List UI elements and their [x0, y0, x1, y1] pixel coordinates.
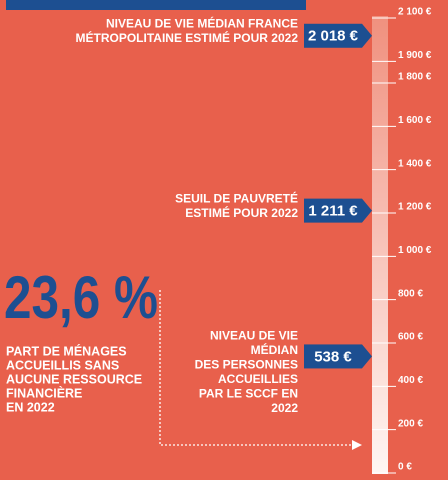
marker-arrow — [362, 344, 372, 369]
y-tick-label: 1 600 € — [398, 115, 432, 126]
scale-bar — [372, 16, 388, 474]
highlight-caption: AUCUNE RESSOURCE — [6, 372, 142, 386]
marker-arrow — [362, 198, 372, 223]
y-tick-label: 600 € — [398, 332, 423, 343]
value-label: 1 211 € — [308, 203, 358, 220]
annotation: MÉDIAN — [251, 342, 298, 357]
value-marker — [304, 198, 362, 223]
y-tick-label: 400 € — [398, 375, 423, 386]
annotation: SEUIL DE PAUVRETÉ — [175, 191, 298, 206]
y-tick-label: 1 200 € — [398, 202, 432, 213]
y-tick-label: 0 € — [398, 462, 412, 473]
y-tick-label: 2 100 € — [398, 7, 432, 18]
header-banner — [6, 0, 306, 10]
marker-arrow — [362, 23, 372, 48]
value-label: 538 € — [314, 348, 352, 365]
value-label: 2 018 € — [308, 28, 359, 45]
annotation: DES PERSONNES — [195, 358, 298, 372]
y-tick-label: 1 800 € — [398, 72, 432, 83]
y-tick-label: 1 400 € — [398, 158, 432, 169]
annotation: 2022 — [271, 401, 298, 415]
annotation: MÉTROPOLITAINE ESTIMÉ POUR 2022 — [76, 30, 299, 45]
highlight-caption: FINANCIÈRE — [6, 385, 82, 400]
y-tick-label: 200 € — [398, 418, 423, 429]
annotation: NIVEAU DE VIE — [210, 329, 298, 343]
connector-arrow — [352, 440, 362, 450]
value-marker — [304, 23, 362, 48]
highlight-caption: EN 2022 — [6, 400, 55, 414]
annotation: PAR LE SCCF EN — [199, 387, 298, 401]
y-tick-label: 1 900 € — [398, 50, 432, 61]
annotation: ACCUEILLIES — [218, 372, 298, 386]
y-tick-label: 1 000 € — [398, 245, 432, 256]
annotation: ESTIMÉ POUR 2022 — [185, 205, 298, 220]
y-tick-label: 800 € — [398, 288, 423, 299]
value-marker — [304, 344, 362, 369]
highlight-caption: PART DE MÉNAGES — [6, 343, 127, 358]
annotation: NIVEAU DE VIE MÉDIAN FRANCE — [106, 16, 298, 31]
highlight-figure: 23,6 % — [4, 264, 158, 331]
highlight-caption: ACCUEILLIS SANS — [6, 358, 119, 372]
